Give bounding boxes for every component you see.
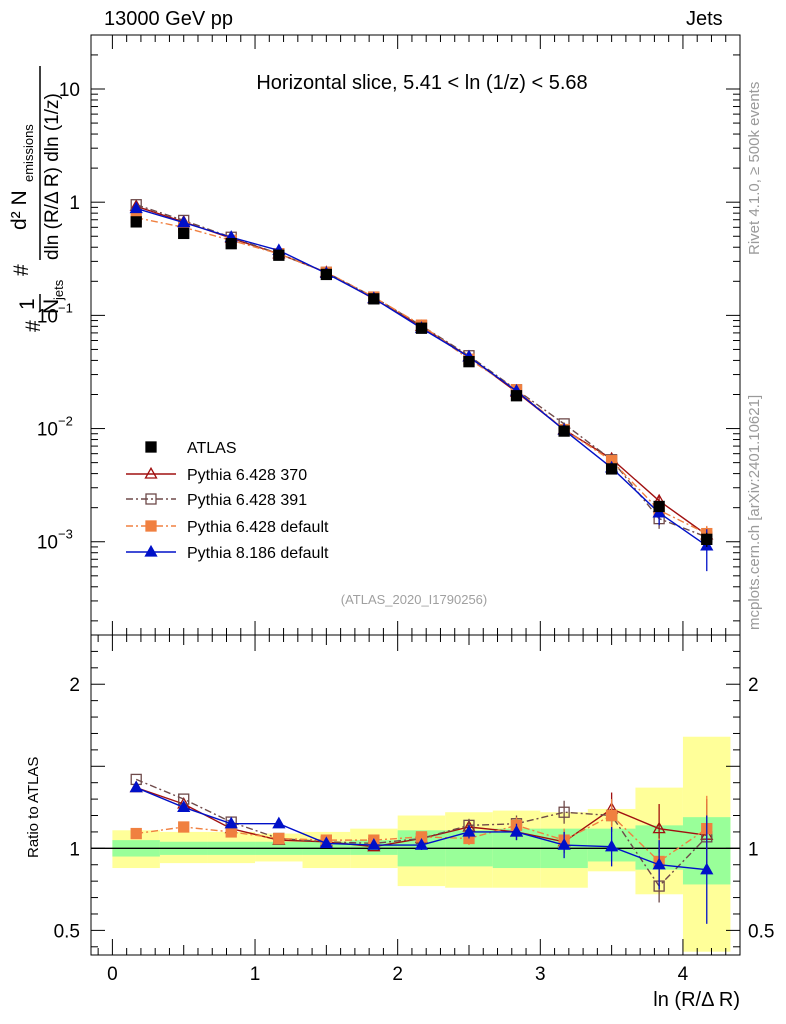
data-point <box>129 201 143 214</box>
legend-marker <box>145 441 157 453</box>
y-tick-label: 10 <box>37 533 58 554</box>
x-tick-label: 3 <box>535 964 546 985</box>
data-point <box>320 268 333 281</box>
ratio-point <box>700 862 714 875</box>
ratio-point <box>558 806 570 818</box>
data-point <box>510 390 523 402</box>
ratio-panel: 0.5 0.5 1 1 2 2 0 1 2 3 4 ln (R/Δ R) Ratio to ATLAS <box>25 634 774 1011</box>
data-point <box>653 500 665 513</box>
legend: ATLAS Pythia 6.428 370 Pythia 6.428 391 Pyt… <box>126 440 329 562</box>
legend-label: Pythia 6.428 391 <box>187 492 307 509</box>
legend-entry: Pythia 6.428 370 <box>126 466 307 484</box>
ratio-series-pythia-8-186-default <box>129 780 714 924</box>
legend-label: Pythia 6.428 370 <box>187 467 307 484</box>
ratio-point <box>557 837 571 850</box>
data-point <box>605 463 618 475</box>
ratio-point <box>509 824 524 837</box>
ratio-frame <box>90 634 741 956</box>
chart-title: Horizontal slice, 5.41 < ln (1/z) < 5.68 <box>256 72 587 94</box>
ratio-point <box>319 836 333 849</box>
x-axis-label: ln (R/Δ R) <box>653 989 740 1011</box>
series-line <box>135 205 708 536</box>
legend-marker <box>145 493 157 505</box>
ylabel-part: # <box>22 320 45 332</box>
y-tick-label-right: 1 <box>748 839 759 860</box>
ylabel-part: # <box>10 264 33 276</box>
series-line <box>136 216 708 535</box>
ratio-point <box>224 816 238 829</box>
series-atlas <box>130 216 713 547</box>
y-tick-exponent: −1 <box>58 300 73 315</box>
y-tick-label: 1 <box>69 193 80 214</box>
ratio-point <box>462 824 476 837</box>
ratio-point <box>652 857 666 870</box>
legend-entry: Pythia 6.428 391 <box>126 492 307 509</box>
y-tick-exponent: −2 <box>58 414 73 429</box>
x-tick-label: 4 <box>678 964 689 985</box>
x-tick-label: 2 <box>392 964 403 985</box>
ratio-point <box>273 832 285 845</box>
y-tick-label: 10 <box>59 80 80 101</box>
analysis-watermark: (ATLAS_2020_I1790256) <box>341 592 487 607</box>
y-tick-label: 0.5 <box>54 921 80 942</box>
ratio-point <box>414 837 429 850</box>
legend-label: Pythia 8.186 default <box>187 545 329 562</box>
ylabel-part: N <box>40 299 63 314</box>
data-point <box>368 293 380 305</box>
data-point <box>273 249 285 261</box>
legend-marker <box>145 520 157 532</box>
ratio-y-label: Ratio to ATLAS <box>25 757 42 858</box>
data-point <box>701 533 713 545</box>
ratio-point <box>129 780 143 793</box>
ratio-point <box>605 839 619 852</box>
y-tick-label: 2 <box>69 675 80 696</box>
ylabel-part: jets <box>51 279 66 301</box>
ratio-point <box>367 837 381 850</box>
ratio-point <box>652 821 666 834</box>
ratio-point <box>177 800 191 812</box>
header-right: Jets <box>686 8 723 30</box>
legend-entry: Pythia 8.186 default <box>126 544 329 562</box>
legend-label: ATLAS <box>187 440 237 457</box>
ylabel-part: d² N <box>8 190 31 230</box>
y-tick-label-right: 2 <box>748 675 759 696</box>
ratio-point <box>272 816 286 829</box>
series-line <box>135 204 708 538</box>
y-tick-label: 10 <box>37 420 58 441</box>
legend-label: Pythia 6.428 default <box>187 519 329 536</box>
x-tick-label: 0 <box>107 964 118 985</box>
ratio-point <box>605 809 618 822</box>
y-tick-exponent: −3 <box>58 527 73 542</box>
data-point <box>130 216 142 228</box>
header-left: 13000 GeV pp <box>104 8 233 30</box>
ratio-point <box>178 821 190 833</box>
data-point <box>415 322 428 334</box>
ylabel-part: dln (R/Δ R) dln (1/z) <box>42 93 63 260</box>
ylabel-part: emissions <box>21 124 36 182</box>
x-tick-label: 1 <box>250 964 261 985</box>
data-point <box>558 425 570 437</box>
data-point <box>178 227 190 240</box>
y-tick-label-right: 0.5 <box>748 921 774 942</box>
ratio-point <box>130 827 142 840</box>
data-point <box>463 356 475 368</box>
y-tick-label: 10 <box>37 306 58 327</box>
y-tick-label: 1 <box>69 839 80 860</box>
legend-marker <box>144 466 158 479</box>
ratio-point <box>225 826 237 838</box>
legend-marker <box>144 544 158 557</box>
data-point <box>225 238 237 250</box>
ratio-y-label-group: Ratio to ATLAS <box>25 757 42 858</box>
legend-entry: Pythia 6.428 default <box>126 519 329 536</box>
series-pythia-8-186-default <box>129 201 714 572</box>
legend-entry: ATLAS <box>145 440 237 457</box>
data-point <box>177 215 191 228</box>
ylabel-part: 1 <box>16 298 39 310</box>
